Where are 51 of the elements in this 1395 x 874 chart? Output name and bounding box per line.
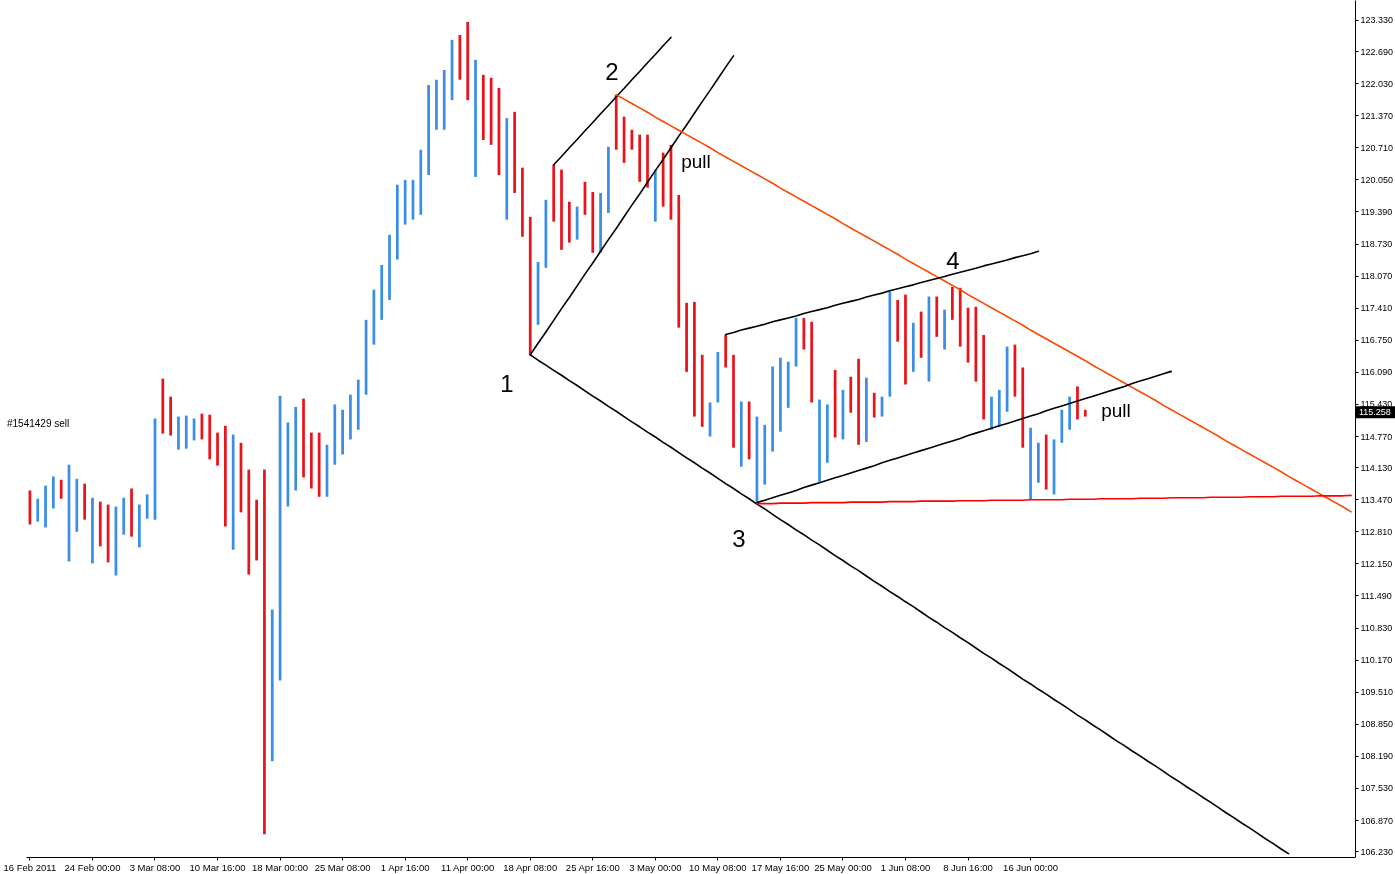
y-tick-label: 118.730 bbox=[1360, 239, 1393, 250]
x-tick-label: 25 Mar 08:00 bbox=[314, 861, 371, 873]
y-tick-label: 110.830 bbox=[1360, 623, 1393, 634]
x-tick-label: 3 Mar 08:00 bbox=[129, 861, 181, 873]
x-tick-label: 17 May 16:00 bbox=[751, 861, 810, 873]
y-tick-label: 123.330 bbox=[1360, 15, 1394, 26]
x-tick-label: 1 Jun 08:00 bbox=[880, 861, 931, 873]
x-tick-label: 25 Apr 16:00 bbox=[565, 861, 620, 873]
x-tick-label: 25 May 00:00 bbox=[814, 861, 872, 873]
annotation: 4 bbox=[946, 247, 960, 274]
y-tick-label: 109.510 bbox=[1360, 687, 1394, 698]
y-tick-label: 116.750 bbox=[1360, 335, 1393, 346]
x-tick-label: 18 Apr 08:00 bbox=[503, 861, 558, 873]
y-tick-label: 120.710 bbox=[1360, 142, 1394, 153]
y-tick-label: 114.130 bbox=[1360, 462, 1393, 473]
x-tick-label: 1 Apr 16:00 bbox=[380, 861, 430, 873]
y-tick-label: 122.690 bbox=[1360, 46, 1394, 57]
y-tick-label: 119.390 bbox=[1360, 206, 1393, 217]
y-tick-label: 116.090 bbox=[1360, 367, 1393, 378]
x-tick-label: 10 Mar 16:00 bbox=[189, 861, 246, 873]
y-tick-label: 107.530 bbox=[1360, 783, 1394, 794]
annotation: 2 bbox=[605, 58, 619, 85]
y-tick-label: 112.810 bbox=[1360, 526, 1393, 537]
x-tick-label: 10 May 08:00 bbox=[689, 861, 747, 873]
y-tick-label: 121.370 bbox=[1360, 110, 1394, 121]
annotation: 1 bbox=[500, 370, 514, 397]
x-tick-label: 11 Apr 00:00 bbox=[441, 861, 495, 873]
y-tick-label: 114.770 bbox=[1360, 431, 1393, 442]
annotation: 115.258 bbox=[1359, 407, 1391, 418]
y-tick-label: 112.150 bbox=[1360, 558, 1393, 569]
x-tick-label: 16 Jun 00:00 bbox=[1003, 861, 1059, 873]
x-tick-label: 18 Mar 00:00 bbox=[252, 861, 309, 873]
annotation: #1541429 sell bbox=[7, 418, 70, 429]
x-tick-label: 8 Jun 16:00 bbox=[943, 861, 993, 873]
y-tick-label: 110.170 bbox=[1360, 655, 1393, 666]
annotation: 3 bbox=[732, 525, 746, 552]
y-tick-label: 122.030 bbox=[1360, 78, 1394, 89]
x-tick-label: 16 Feb 2011 bbox=[3, 861, 57, 873]
y-tick-label: 106.230 bbox=[1360, 846, 1394, 857]
y-tick-label: 108.190 bbox=[1360, 751, 1394, 762]
y-tick-label: 106.870 bbox=[1360, 815, 1394, 826]
x-tick-label: 24 Feb 00:00 bbox=[64, 861, 121, 873]
y-tick-label: 108.850 bbox=[1360, 719, 1394, 730]
y-tick-label: 120.050 bbox=[1360, 174, 1394, 185]
y-tick-label: 113.470 bbox=[1360, 494, 1393, 505]
y-tick-label: 117.410 bbox=[1360, 303, 1393, 314]
y-tick-label: 111.490 bbox=[1360, 590, 1392, 601]
y-tick-label: 118.070 bbox=[1360, 271, 1393, 282]
annotation: pull bbox=[1101, 400, 1131, 421]
x-tick-label: 3 May 00:00 bbox=[629, 861, 682, 873]
annotation: pull bbox=[681, 151, 711, 172]
